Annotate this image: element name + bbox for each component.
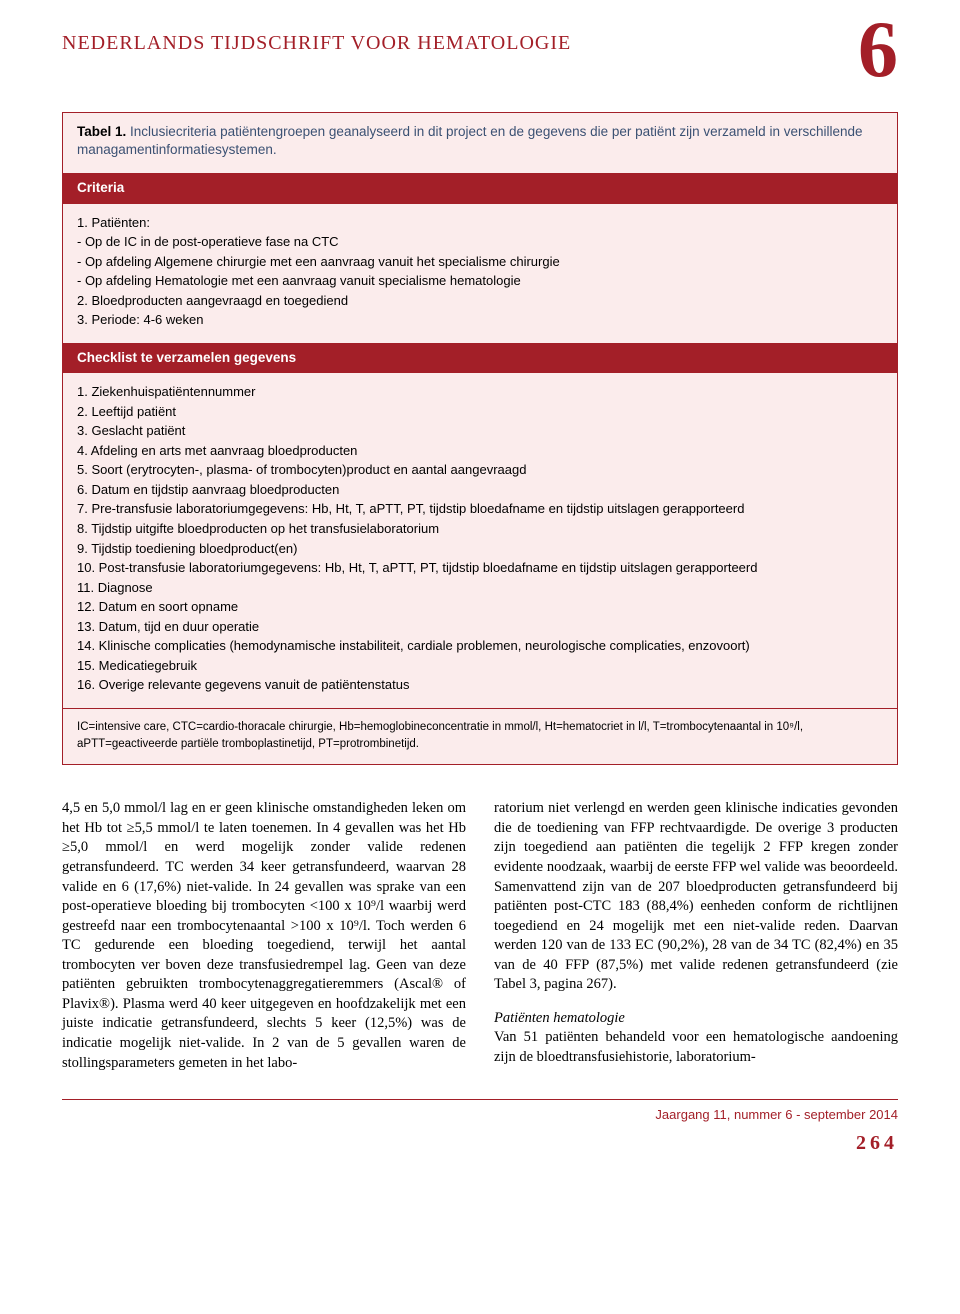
running-head: NEDERLANDS TIJDSCHRIFT VOOR HEMATOLOGIE … xyxy=(62,30,898,78)
journal-title: NEDERLANDS TIJDSCHRIFT VOOR HEMATOLOGIE xyxy=(62,30,571,57)
issue-line: Jaargang 11, nummer 6 - september 2014 xyxy=(62,1106,898,1124)
checklist-section: 1. Ziekenhuispatiëntennummer 2. Leeftijd… xyxy=(63,373,897,708)
checklist-item: 13. Datum, tijd en duur operatie xyxy=(77,618,883,636)
page-number: 264 xyxy=(62,1130,898,1157)
checklist-item: 6. Datum en tijdstip aanvraag bloedprodu… xyxy=(77,481,883,499)
left-column: 4,5 en 5,0 mmol/l lag en er geen klinisc… xyxy=(62,799,466,1073)
body-right-subhead: Patiënten hematologie xyxy=(494,1009,898,1029)
right-column: ratorium niet verlengd en werden geen kl… xyxy=(494,799,898,1073)
criteria-item-1: 1. Patiënten: xyxy=(77,214,883,232)
checklist-item: 16. Overige relevante gegevens vanuit de… xyxy=(77,676,883,694)
checklist-item: 2. Leeftijd patiënt xyxy=(77,403,883,421)
criteria-item-1-sub2: - Op afdeling Algemene chirurgie met een… xyxy=(77,253,883,271)
checklist-item: 7. Pre-transfusie laboratoriumgegevens: … xyxy=(77,500,883,518)
criteria-item-1-sub3: - Op afdeling Hematologie met een aanvra… xyxy=(77,272,883,290)
checklist-item: 10. Post-transfusie laboratoriumgegevens… xyxy=(77,559,883,577)
checklist-header-bar: Checklist te verzamelen gegevens xyxy=(63,343,897,373)
criteria-item-3: 3. Periode: 4-6 weken xyxy=(77,311,883,329)
body-right-paragraph-2: Van 51 patiënten behandeld voor een hema… xyxy=(494,1028,898,1067)
footer-rule xyxy=(62,1099,898,1100)
criteria-header-bar: Criteria xyxy=(63,173,897,203)
table-1-caption-text: Inclusiecriteria patiëntengroepen geanal… xyxy=(77,124,863,157)
checklist-item: 14. Klinische complicaties (hemodynamisc… xyxy=(77,637,883,655)
criteria-item-2: 2. Bloedproducten aangevraagd en toegedi… xyxy=(77,292,883,310)
checklist-item: 8. Tijdstip uitgifte bloedproducten op h… xyxy=(77,520,883,538)
body-columns: 4,5 en 5,0 mmol/l lag en er geen klinisc… xyxy=(62,799,898,1073)
checklist-item: 12. Datum en soort opname xyxy=(77,598,883,616)
checklist-item: 15. Medicatiegebruik xyxy=(77,657,883,675)
body-right-paragraph-1: ratorium niet verlengd en werden geen kl… xyxy=(494,799,898,995)
page-footer: Jaargang 11, nummer 6 - september 2014 2… xyxy=(62,1099,898,1157)
checklist-item: 9. Tijdstip toediening bloedproduct(en) xyxy=(77,540,883,558)
criteria-section: 1. Patiënten: - Op de IC in de post-oper… xyxy=(63,204,897,343)
table-1-caption: Tabel 1. Inclusiecriteria patiëntengroep… xyxy=(63,113,897,173)
checklist-item: 1. Ziekenhuispatiëntennummer xyxy=(77,383,883,401)
checklist-item: 11. Diagnose xyxy=(77,579,883,597)
body-left-paragraph: 4,5 en 5,0 mmol/l lag en er geen klinisc… xyxy=(62,799,466,1073)
journal-page: NEDERLANDS TIJDSCHRIFT VOOR HEMATOLOGIE … xyxy=(0,0,960,1177)
table-1-box: Tabel 1. Inclusiecriteria patiëntengroep… xyxy=(62,112,898,765)
criteria-item-1-sub1: - Op de IC in de post-operatieve fase na… xyxy=(77,233,883,251)
checklist-item: 3. Geslacht patiënt xyxy=(77,422,883,440)
issue-number-large: 6 xyxy=(858,22,898,78)
table-1-label: Tabel 1. xyxy=(77,124,126,139)
table-1-footnote: IC=intensive care, CTC=cardio-thoracale … xyxy=(63,708,897,764)
checklist-item: 5. Soort (erytrocyten-, plasma- of tromb… xyxy=(77,461,883,479)
checklist-item: 4. Afdeling en arts met aanvraag bloedpr… xyxy=(77,442,883,460)
